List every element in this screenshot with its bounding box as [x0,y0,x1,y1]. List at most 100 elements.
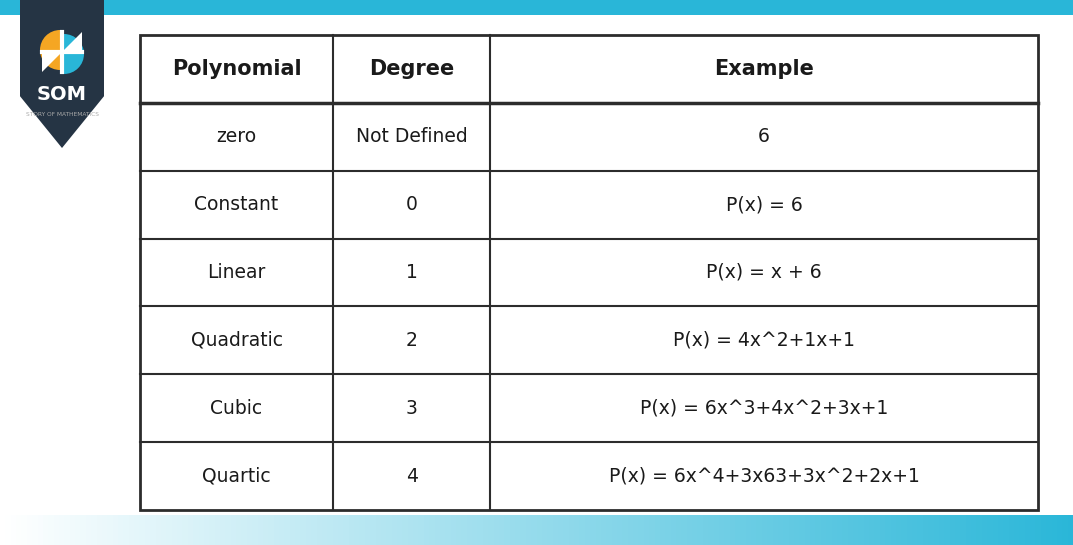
Bar [665,515,671,545]
Bar [1003,515,1009,545]
Bar [633,515,638,545]
Bar [322,515,327,545]
Bar [499,515,504,545]
Bar [300,515,306,545]
Text: Degree: Degree [369,59,454,79]
Bar [306,515,311,545]
Bar [70,515,75,545]
Bar [247,515,252,545]
Bar [815,515,821,545]
Bar [102,515,107,545]
Bar [1014,515,1019,545]
Bar [59,515,64,545]
Bar [435,515,440,545]
Bar [220,515,225,545]
Bar [451,515,456,545]
Bar [869,515,874,545]
Bar [783,515,789,545]
Bar [295,515,300,545]
Bar [80,515,86,545]
Text: 0: 0 [406,195,417,214]
Bar [596,515,601,545]
Bar [38,515,43,545]
Bar [504,515,510,545]
Bar [1030,515,1035,545]
Bar [622,515,628,545]
Bar [520,515,526,545]
Bar [735,515,740,545]
Text: Linear: Linear [207,263,266,282]
Bar [1062,515,1068,545]
Bar [279,515,284,545]
Bar [477,515,483,545]
Bar [762,515,767,545]
Bar [397,515,402,545]
Bar [891,515,896,545]
Bar [590,515,596,545]
Bar [129,515,134,545]
Bar [708,515,714,545]
Bar [424,515,429,545]
Bar [730,515,735,545]
Bar [960,515,966,545]
Text: STORY OF MATHEMATICS: STORY OF MATHEMATICS [26,112,99,118]
Text: P(x) = 6: P(x) = 6 [725,195,803,214]
Bar [832,515,837,545]
Bar [327,515,333,545]
Bar [467,515,472,545]
Bar [408,515,413,545]
Bar [0,515,5,545]
Bar [172,515,177,545]
Bar [751,515,756,545]
Bar [536,515,542,545]
Bar [987,515,993,545]
Bar [912,515,917,545]
Polygon shape [20,0,104,148]
Bar [671,515,676,545]
Bar [166,515,172,545]
Bar [483,515,488,545]
Bar [998,515,1003,545]
Bar [810,515,815,545]
Text: zero: zero [217,128,256,146]
Bar [311,515,317,545]
Bar [215,515,220,545]
Bar [472,515,477,545]
Bar [354,515,359,545]
Bar [874,515,880,545]
Bar [547,515,553,545]
Bar [343,515,349,545]
Bar [11,515,16,545]
Text: P(x) = 6x^3+4x^2+3x+1: P(x) = 6x^3+4x^2+3x+1 [640,399,888,417]
Bar [118,515,123,545]
Bar [48,515,54,545]
Bar [134,515,139,545]
Bar [290,515,295,545]
Bar [934,515,939,545]
Bar [692,515,697,545]
Bar [284,515,290,545]
Bar [606,515,612,545]
Text: Quadratic: Quadratic [191,331,282,350]
Bar [252,515,258,545]
Wedge shape [64,34,84,74]
Text: P(x) = 4x^2+1x+1: P(x) = 4x^2+1x+1 [673,331,855,350]
Bar [236,515,241,545]
Bar [563,515,569,545]
Bar [386,515,392,545]
Bar [923,515,928,545]
Text: 2: 2 [406,331,417,350]
Bar [225,515,231,545]
Bar [638,515,644,545]
Bar [258,515,263,545]
Polygon shape [0,0,1073,15]
Bar [21,515,27,545]
Bar [644,515,649,545]
Bar [123,515,129,545]
Bar [392,515,397,545]
Bar [113,515,118,545]
Bar [268,515,274,545]
Bar [697,515,703,545]
Bar [161,515,166,545]
Bar [370,515,376,545]
